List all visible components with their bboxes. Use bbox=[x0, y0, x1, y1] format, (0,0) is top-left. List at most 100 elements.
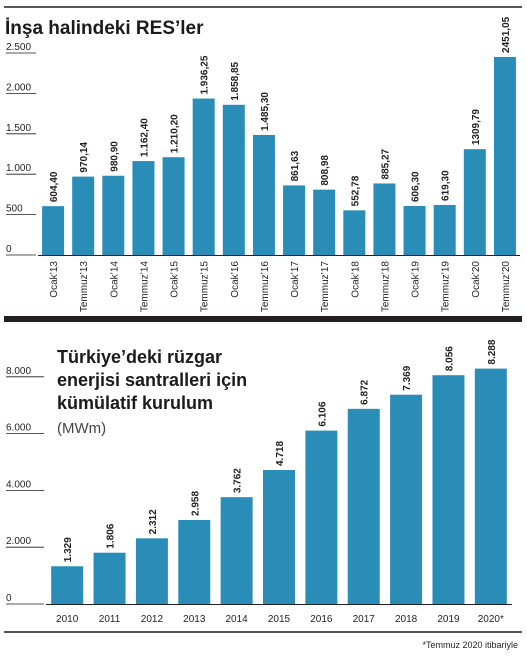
x-tick-label: Ocak’17 bbox=[290, 261, 301, 298]
x-tick-label: Ocak’16 bbox=[230, 261, 241, 298]
data-label: 861,63 bbox=[290, 150, 301, 181]
bar bbox=[178, 519, 211, 604]
bar bbox=[252, 134, 275, 255]
data-label: 6.106 bbox=[317, 401, 328, 426]
y-tick-label: 2.000 bbox=[6, 536, 31, 547]
y-tick-label: 8.000 bbox=[6, 366, 31, 377]
bar bbox=[135, 538, 168, 604]
x-axis: Ocak’13 Temmuz’13 Ocak’14 Temmuz’14 Ocak’15 T… bbox=[49, 261, 512, 313]
y-tick-label: 1.000 bbox=[6, 163, 31, 174]
section-separator bbox=[4, 316, 522, 322]
y-axis: 0 500 1.000 1.500 2.000 2.500 bbox=[6, 42, 520, 256]
bar bbox=[305, 430, 338, 604]
data-label: 6.872 bbox=[360, 379, 371, 404]
data-label: 2.958 bbox=[190, 491, 201, 516]
y-tick-label: 1.500 bbox=[6, 123, 31, 134]
bars: 604,40 970,14 980,90 1.162,40 1.210,20 1.936,… bbox=[42, 16, 516, 256]
data-label: 2.312 bbox=[148, 509, 159, 534]
x-tick-label: 2018 bbox=[395, 614, 418, 625]
x-tick-label: 2017 bbox=[353, 614, 376, 625]
x-tick-label: Temmuz’15 bbox=[200, 261, 211, 313]
x-tick-label: 2020* bbox=[478, 614, 504, 625]
x-axis: 2010 2011 2012 2013 2014 2015 2016 2017 2018 2019… bbox=[56, 614, 504, 625]
data-label: 1.329 bbox=[63, 537, 74, 562]
chart-title: İnşa halindeki RES’ler bbox=[5, 18, 204, 39]
bar bbox=[403, 206, 426, 255]
x-tick-label: Ocak’13 bbox=[49, 261, 60, 298]
x-tick-label: Ocak’19 bbox=[411, 261, 422, 298]
data-label: 1.806 bbox=[106, 523, 117, 548]
x-tick-label: Temmuz’18 bbox=[380, 261, 391, 313]
x-tick-label: Temmuz’13 bbox=[79, 261, 90, 313]
x-tick-label: 2015 bbox=[268, 614, 291, 625]
x-tick-label: Temmuz’17 bbox=[320, 261, 331, 313]
x-tick-label: Temmuz’19 bbox=[441, 261, 452, 313]
data-label: 885,27 bbox=[380, 148, 391, 179]
y-axis: 0 2.000 4.000 6.000 8.000 bbox=[6, 366, 512, 605]
data-label: 980,90 bbox=[109, 141, 120, 172]
chart-unit: (MWm) bbox=[57, 420, 106, 437]
bar bbox=[433, 204, 456, 255]
bar bbox=[93, 552, 126, 604]
x-tick-label: Temmuz’20 bbox=[501, 261, 512, 313]
chart-title-line-2: enerjisi santralleri için bbox=[57, 370, 247, 390]
data-label: 970,14 bbox=[79, 142, 90, 173]
x-tick-label: Ocak’15 bbox=[170, 261, 181, 298]
x-tick-label: 2016 bbox=[310, 614, 333, 625]
data-label: 1.858,85 bbox=[230, 61, 241, 100]
bar bbox=[390, 394, 423, 604]
data-label: 3.762 bbox=[233, 468, 244, 493]
y-tick-label: 4.000 bbox=[6, 479, 31, 490]
x-tick-label: Ocak’18 bbox=[350, 261, 361, 298]
x-tick-label: 2013 bbox=[183, 614, 206, 625]
bar bbox=[263, 470, 295, 604]
y-tick-label: 0 bbox=[6, 593, 12, 604]
y-tick-label: 6.000 bbox=[6, 423, 31, 434]
data-label: 1309,79 bbox=[471, 109, 482, 146]
bar bbox=[162, 157, 185, 255]
y-tick-label: 500 bbox=[6, 204, 23, 215]
bar bbox=[222, 104, 245, 255]
footnote: *Temmuz 2020 itibariyle bbox=[422, 640, 518, 650]
x-tick-label: 2019 bbox=[437, 614, 460, 625]
bar bbox=[220, 497, 253, 604]
data-label: 552,78 bbox=[350, 175, 361, 206]
bar bbox=[283, 185, 306, 255]
bar bbox=[72, 176, 95, 255]
bar bbox=[192, 98, 215, 256]
y-tick-label: 0 bbox=[6, 244, 12, 255]
bar bbox=[313, 189, 336, 255]
bar bbox=[432, 375, 465, 604]
bar bbox=[42, 206, 65, 255]
chart-cumulative-installation: Türkiye’deki rüzgar enerjisi santralleri… bbox=[4, 339, 522, 650]
data-label: 604,40 bbox=[49, 171, 60, 202]
bar bbox=[373, 183, 396, 255]
data-label: 7.369 bbox=[402, 365, 413, 390]
x-tick-label: 2011 bbox=[99, 614, 121, 625]
y-tick-label: 2.000 bbox=[6, 82, 31, 93]
bar bbox=[347, 408, 380, 604]
y-tick-label: 2.500 bbox=[6, 42, 31, 53]
chart-title-line-1: Türkiye’deki rüzgar bbox=[57, 347, 222, 367]
x-tick-label: 2010 bbox=[56, 614, 79, 625]
bar bbox=[474, 368, 507, 604]
bar bbox=[132, 161, 155, 255]
data-label: 619,30 bbox=[441, 170, 452, 201]
data-label: 606,30 bbox=[411, 171, 422, 202]
data-label: 8.056 bbox=[444, 346, 455, 371]
bars: 1.329 1.806 2.312 2.958 3.762 4.718 6.106 6.872… bbox=[51, 339, 507, 604]
bar bbox=[102, 175, 125, 255]
chart-construction-res: İnşa halindeki RES’ler 0 500 1.000 1.500 2.0… bbox=[4, 6, 522, 322]
bar bbox=[51, 566, 84, 604]
data-label: 1.210,20 bbox=[170, 114, 181, 153]
bar bbox=[493, 56, 516, 256]
x-tick-label: Ocak’14 bbox=[109, 261, 120, 298]
data-label: 4.718 bbox=[275, 441, 286, 466]
data-label: 2451,05 bbox=[501, 16, 512, 53]
x-tick-label: Temmuz’14 bbox=[139, 261, 150, 313]
data-label: 808,98 bbox=[320, 155, 331, 186]
bar bbox=[463, 149, 486, 255]
data-label: 1.936,25 bbox=[200, 55, 211, 94]
bar bbox=[343, 210, 366, 255]
x-tick-label: 2014 bbox=[226, 614, 249, 625]
